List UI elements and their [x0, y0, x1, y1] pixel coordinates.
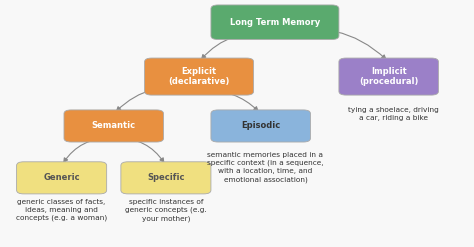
Text: Implicit
(procedural): Implicit (procedural)	[359, 67, 419, 86]
Text: specific instances of
generic concepts (e.g.
your mother): specific instances of generic concepts (…	[125, 199, 207, 222]
FancyBboxPatch shape	[121, 162, 211, 194]
Text: Semantic: Semantic	[91, 122, 136, 130]
FancyBboxPatch shape	[64, 110, 164, 142]
Text: generic classes of facts,
ideas, meaning and
concepts (e.g. a woman): generic classes of facts, ideas, meaning…	[16, 199, 107, 221]
FancyBboxPatch shape	[145, 58, 254, 95]
Text: Specific: Specific	[147, 173, 185, 182]
Text: tying a shoelace, driving
a car, riding a bike: tying a shoelace, driving a car, riding …	[348, 107, 439, 122]
FancyBboxPatch shape	[339, 58, 438, 95]
FancyBboxPatch shape	[17, 162, 107, 194]
Text: Explicit
(declarative): Explicit (declarative)	[168, 67, 230, 86]
Text: Episodic: Episodic	[241, 122, 280, 130]
Text: Generic: Generic	[43, 173, 80, 182]
FancyBboxPatch shape	[211, 110, 310, 142]
Text: Long Term Memory: Long Term Memory	[230, 18, 320, 27]
FancyBboxPatch shape	[211, 5, 339, 40]
Text: semantic memories placed in a
specific context (in a sequence,
with a location, : semantic memories placed in a specific c…	[207, 152, 324, 183]
